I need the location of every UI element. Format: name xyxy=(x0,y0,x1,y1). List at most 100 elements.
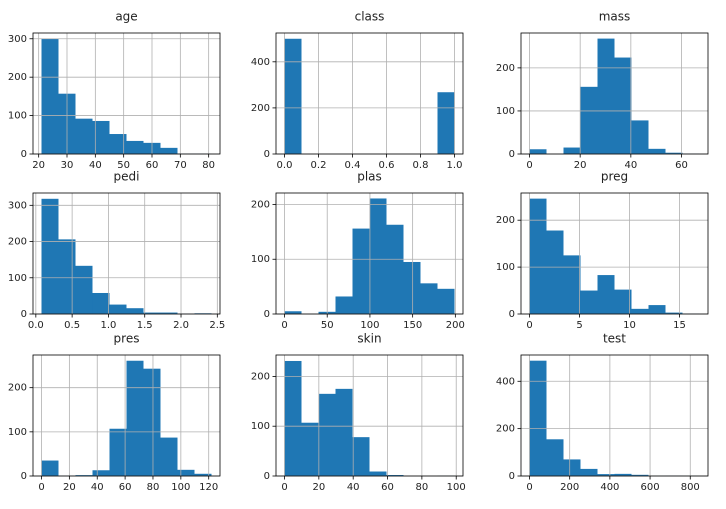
x-tick-label: 30 xyxy=(61,160,74,171)
bar xyxy=(614,57,632,155)
bar xyxy=(631,474,649,476)
bar xyxy=(546,230,564,314)
x-tick-label: 70 xyxy=(174,160,187,171)
y-tick-label: 100 xyxy=(496,262,515,273)
x-tick-label: 40 xyxy=(91,482,104,493)
bar xyxy=(284,360,302,476)
axes-frame xyxy=(520,32,709,155)
y-tick-label: 0 xyxy=(21,149,27,160)
x-tick-label: 0.0 xyxy=(277,160,293,171)
x-tick-label: 50 xyxy=(321,320,334,331)
bar xyxy=(563,459,581,476)
bar xyxy=(284,311,302,314)
bar xyxy=(648,305,666,314)
x-tick-label: 600 xyxy=(641,482,660,493)
y-tick-label: 200 xyxy=(496,424,515,435)
y-tick-label: 200 xyxy=(8,72,27,83)
axes-frame xyxy=(32,32,221,155)
x-tick-label: 40 xyxy=(89,160,102,171)
bar xyxy=(580,468,598,476)
bar xyxy=(92,120,110,154)
x-tick-label: 0 xyxy=(281,482,287,493)
bar xyxy=(369,471,387,476)
bar xyxy=(126,140,144,154)
x-tick-label: 1.5 xyxy=(137,320,153,331)
y-tick-label: 300 xyxy=(8,200,27,211)
bar xyxy=(335,296,353,314)
axes-frame xyxy=(32,192,221,315)
bar xyxy=(318,393,336,476)
bar xyxy=(529,360,547,476)
x-tick-label: 20 xyxy=(63,482,76,493)
bar xyxy=(109,304,127,314)
x-tick-label: 80 xyxy=(416,482,429,493)
x-tick-label: 0.4 xyxy=(345,160,361,171)
bar xyxy=(420,283,438,314)
panel-title: pres xyxy=(114,332,140,346)
x-tick-label: 0.5 xyxy=(64,320,80,331)
panel-title: preg xyxy=(601,170,628,184)
x-tick-label: 1.0 xyxy=(100,320,116,331)
x-tick-label: 20 xyxy=(312,482,325,493)
x-tick-label: 0.8 xyxy=(413,160,429,171)
bar xyxy=(143,368,161,476)
x-tick-label: 80 xyxy=(147,482,160,493)
x-tick-label: 200 xyxy=(560,482,579,493)
y-tick-label: 0 xyxy=(264,471,270,482)
x-tick-label: 0 xyxy=(38,482,44,493)
bar xyxy=(403,261,421,314)
bar xyxy=(597,275,615,314)
y-tick-label: 200 xyxy=(496,215,515,226)
y-tick-label: 400 xyxy=(496,376,515,387)
bar xyxy=(92,470,110,476)
x-tick-label: 800 xyxy=(681,482,700,493)
bar xyxy=(529,198,547,314)
bar xyxy=(546,439,564,476)
bar xyxy=(437,92,455,154)
bar xyxy=(58,239,76,314)
axes-frame xyxy=(275,354,464,477)
y-tick-label: 0 xyxy=(264,309,270,320)
bar xyxy=(580,290,598,314)
bar xyxy=(92,292,110,314)
bar xyxy=(284,38,302,155)
x-tick-label: 60 xyxy=(119,482,132,493)
bar xyxy=(352,228,370,314)
x-tick-label: 400 xyxy=(600,482,619,493)
bar xyxy=(631,308,649,314)
x-tick-label: 2.0 xyxy=(173,320,189,331)
x-tick-label: 1.0 xyxy=(447,160,463,171)
x-tick-label: 20 xyxy=(32,160,45,171)
axes-frame xyxy=(520,192,709,315)
y-tick-label: 300 xyxy=(8,34,27,45)
x-tick-label: 15 xyxy=(673,320,686,331)
bar xyxy=(160,312,178,314)
panel-title: class xyxy=(355,10,385,24)
bar xyxy=(614,473,632,476)
x-tick-label: 0.6 xyxy=(379,160,395,171)
bar xyxy=(75,265,93,314)
y-tick-label: 200 xyxy=(251,199,270,210)
panel-title: plas xyxy=(357,170,382,184)
y-tick-label: 0 xyxy=(21,471,27,482)
y-tick-label: 0 xyxy=(21,309,27,320)
y-tick-label: 400 xyxy=(251,57,270,68)
bar xyxy=(177,469,195,476)
x-tick-label: 40 xyxy=(624,160,637,171)
x-tick-label: 10 xyxy=(623,320,636,331)
y-tick-label: 200 xyxy=(251,371,270,382)
x-tick-label: 20 xyxy=(574,160,587,171)
panel-title: mass xyxy=(599,10,631,24)
bar xyxy=(41,460,59,476)
bar xyxy=(75,118,93,154)
y-tick-label: 0 xyxy=(264,149,270,160)
y-tick-label: 0 xyxy=(509,309,515,320)
y-tick-label: 100 xyxy=(8,111,27,122)
x-tick-label: 0.0 xyxy=(28,320,44,331)
x-tick-label: 0.2 xyxy=(311,160,327,171)
bar xyxy=(109,428,127,476)
bar xyxy=(75,475,93,476)
bar xyxy=(563,255,581,314)
bar xyxy=(41,38,59,155)
